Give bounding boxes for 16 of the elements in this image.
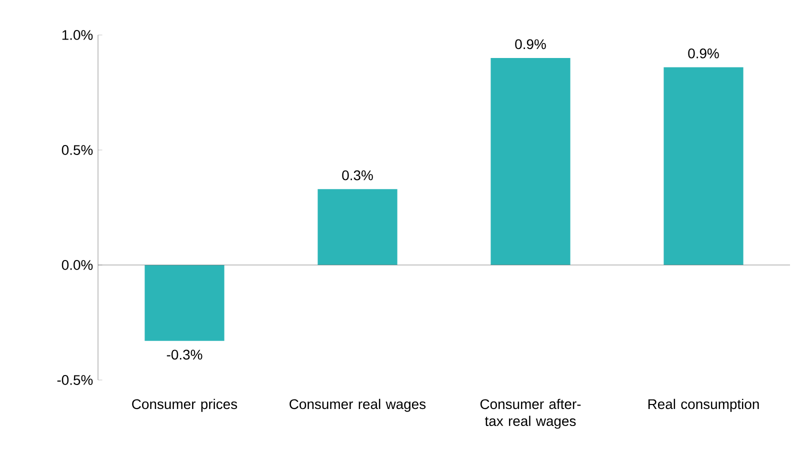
data-label: -0.3% <box>166 350 202 360</box>
bar <box>144 264 224 341</box>
x-tick-label: Real consumption <box>648 398 759 412</box>
data-label: 0.3% <box>342 170 373 180</box>
x-tick-label: Consumer after-tax real wages <box>480 398 581 429</box>
bar <box>664 67 744 265</box>
x-tick-label: Consumer real wages <box>290 398 426 412</box>
y-tick-label: 0.0% <box>62 260 93 270</box>
y-tick-label: 0.5% <box>62 145 93 155</box>
data-label: 0.9% <box>688 48 719 58</box>
x-tick-label: Consumer prices <box>132 398 238 412</box>
y-tick-label: 1.0% <box>62 30 93 40</box>
bar <box>490 58 570 265</box>
data-label: 0.9% <box>515 39 546 50</box>
y-tick-label: -0.5% <box>57 375 93 385</box>
bar <box>318 189 398 265</box>
